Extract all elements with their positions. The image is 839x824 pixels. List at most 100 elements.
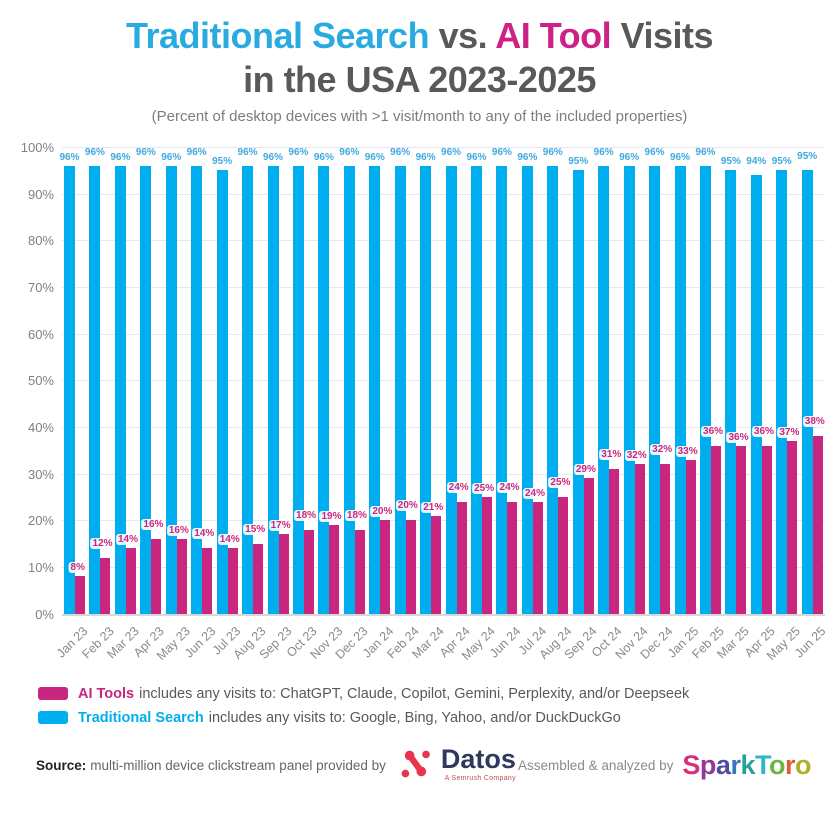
- ai-tools-bar[interactable]: 16%: [166, 525, 191, 614]
- y-axis-tick: 0%: [35, 606, 54, 622]
- bar-group-jan-25: 96% 33% Jan 25: [665, 147, 701, 661]
- traditional-search-bar[interactable]: 96%: [136, 147, 156, 614]
- ai-tools-bar[interactable]: 12%: [90, 537, 115, 614]
- ai-tools-value-label: 17%: [268, 520, 293, 532]
- ai-tools-bar[interactable]: 16%: [141, 519, 166, 614]
- traditional-search-bar[interactable]: 95%: [568, 156, 588, 614]
- y-axis-tick: 40%: [27, 420, 54, 435]
- traditional-search-value-label: 96%: [593, 146, 614, 158]
- gridline: [62, 193, 825, 195]
- ai-tools-value-label: 36%: [726, 431, 751, 443]
- ai-tools-bar[interactable]: 25%: [472, 483, 497, 614]
- traditional-search-bar[interactable]: 96%: [517, 152, 537, 614]
- traditional-search-bar[interactable]: 96%: [416, 152, 436, 614]
- source-text: multi-million device clickstream panel p…: [90, 757, 386, 773]
- ai-tools-bar[interactable]: 15%: [243, 523, 268, 614]
- ai-tools-bar[interactable]: 24%: [497, 481, 522, 614]
- ai-tools-bar[interactable]: 37%: [777, 427, 802, 614]
- sparktoro-logo[interactable]: SparkToro: [682, 750, 811, 781]
- bar-group-dec-24: 96% 32% Dec 24: [638, 147, 676, 662]
- traditional-search-bar[interactable]: 94%: [746, 156, 766, 614]
- ai-tools-bar[interactable]: 20%: [370, 506, 395, 614]
- ai-tools-bar[interactable]: 33%: [675, 445, 700, 614]
- traditional-search-bar[interactable]: 96%: [187, 147, 207, 614]
- sparktoro-letter: T: [754, 749, 770, 780]
- traditional-search-bar[interactable]: 96%: [466, 152, 487, 614]
- ai-tools-bar[interactable]: 36%: [701, 425, 726, 614]
- ai-tools-bar[interactable]: 14%: [192, 528, 217, 614]
- traditional-search-bar[interactable]: 95%: [212, 156, 232, 614]
- ai-tools-bar[interactable]: 19%: [319, 511, 344, 614]
- bar-group-feb-25: 96% 36% Feb 25: [689, 147, 726, 662]
- ai-tools-bar[interactable]: 32%: [624, 450, 649, 614]
- datos-logo[interactable]: Datos A Semrush Company: [398, 745, 516, 785]
- ai-tools-bar[interactable]: 38%: [802, 416, 827, 614]
- traditional-search-bar[interactable]: 96%: [619, 152, 639, 614]
- traditional-search-bar[interactable]: 96%: [543, 147, 563, 614]
- traditional-search-bar[interactable]: 96%: [288, 147, 308, 614]
- traditional-search-bar[interactable]: 96%: [492, 147, 512, 614]
- traditional-search-bar[interactable]: 96%: [594, 147, 614, 614]
- ai-tools-bar[interactable]: 29%: [573, 464, 598, 614]
- source-label: Source:: [36, 757, 87, 773]
- ai-tools-value-label: 24%: [522, 487, 548, 499]
- ai-tools-bar[interactable]: 36%: [751, 425, 776, 614]
- traditional-search-bar[interactable]: 96%: [263, 152, 283, 614]
- legend-swatch: [38, 711, 68, 725]
- ai-tools-bar[interactable]: 14%: [115, 534, 141, 614]
- bar-group-sep-24: 95% 29% Sep 24: [562, 147, 600, 662]
- traditional-search-value-label: 96%: [186, 146, 207, 158]
- traditional-search-bar[interactable]: 96%: [645, 147, 665, 614]
- ai-tools-bar[interactable]: 8%: [68, 562, 88, 614]
- traditional-search-bar[interactable]: 96%: [314, 152, 334, 614]
- traditional-search-bar[interactable]: 96%: [85, 147, 105, 614]
- bar-group-apr-25: 94% 36% Apr 25: [742, 147, 778, 660]
- ai-tools-bar[interactable]: 17%: [268, 520, 293, 614]
- traditional-search-value-label: 96%: [542, 146, 563, 158]
- ai-tools-value-label: 15%: [243, 523, 268, 535]
- ai-tools-bar[interactable]: 32%: [650, 444, 675, 614]
- traditional-search-bar[interactable]: 96%: [59, 152, 80, 614]
- traditional-search-bar[interactable]: 95%: [721, 156, 741, 614]
- traditional-search-bar[interactable]: 96%: [390, 147, 410, 614]
- ai-tools-value-label: 21%: [421, 501, 446, 513]
- traditional-search-value-label: 96%: [390, 146, 411, 158]
- ai-tools-value-label: 31%: [599, 449, 624, 461]
- ai-tools-value-label: 25%: [472, 483, 497, 495]
- datos-wordmark: Datos A Semrush Company: [441, 745, 516, 782]
- gridline: [62, 146, 825, 148]
- gridline: [62, 333, 825, 335]
- ai-tools-bar[interactable]: 18%: [344, 509, 369, 614]
- ai-tools-value-label: 19%: [319, 511, 344, 523]
- legend: AI Tools includes any visits to: ChatGPT,…: [38, 686, 839, 726]
- ai-tools-bar[interactable]: 18%: [294, 509, 319, 614]
- ai-tools-value-label: 36%: [751, 425, 776, 437]
- ai-tools-value-label: 18%: [294, 509, 319, 521]
- sparktoro-letter: o: [768, 749, 786, 780]
- gridline: [62, 473, 825, 475]
- ai-tools-bar[interactable]: 20%: [395, 500, 420, 614]
- sparktoro-letter: k: [740, 749, 755, 780]
- traditional-search-bar[interactable]: 96%: [110, 152, 130, 614]
- traditional-search-bar[interactable]: 96%: [441, 147, 461, 614]
- ai-tools-bar[interactable]: 25%: [548, 477, 573, 614]
- traditional-search-bar[interactable]: 95%: [772, 156, 792, 614]
- ai-tools-bar[interactable]: 36%: [726, 431, 751, 614]
- traditional-search-value-label: 94%: [746, 155, 767, 167]
- traditional-search-bar[interactable]: 95%: [797, 151, 817, 614]
- traditional-search-bar[interactable]: 96%: [238, 147, 258, 614]
- ai-tools-bar[interactable]: 24%: [522, 487, 548, 614]
- traditional-search-value-label: 96%: [84, 146, 105, 158]
- traditional-search-bar[interactable]: 96%: [161, 152, 181, 614]
- ai-tools-bar[interactable]: 31%: [599, 449, 624, 614]
- ai-tools-value-label: 16%: [166, 525, 191, 537]
- ai-tools-bar[interactable]: 21%: [421, 501, 446, 614]
- traditional-search-bar[interactable]: 96%: [339, 147, 359, 614]
- sparktoro-letter: p: [699, 749, 717, 780]
- ai-tools-bar[interactable]: 24%: [446, 481, 471, 614]
- traditional-search-bar[interactable]: 96%: [365, 152, 385, 614]
- ai-tools-bar[interactable]: 14%: [217, 534, 242, 614]
- traditional-search-bar[interactable]: 96%: [695, 147, 715, 614]
- traditional-search-bar[interactable]: 96%: [670, 152, 690, 614]
